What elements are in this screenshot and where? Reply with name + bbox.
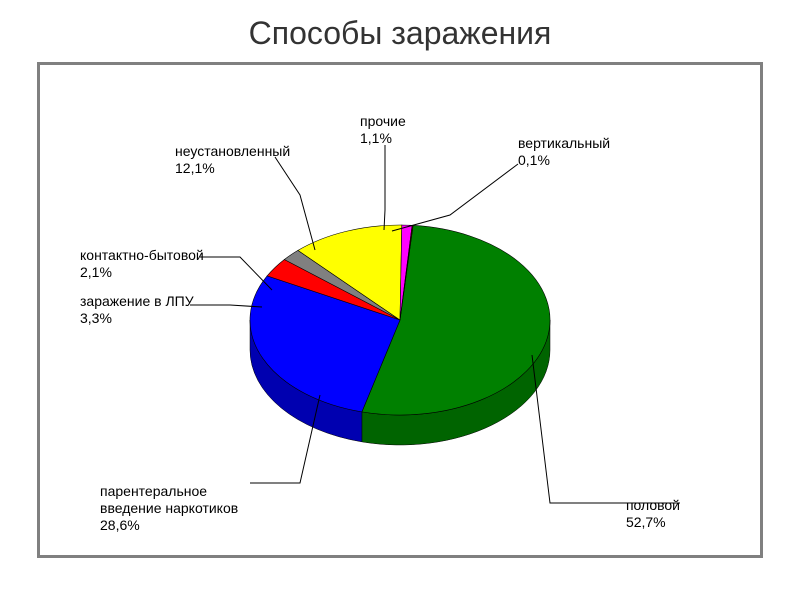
- slice-label: прочие1,1%: [360, 113, 406, 147]
- page-title: Способы заражения: [0, 0, 800, 52]
- slice-label: парентеральноевведение наркотиков28,6%: [100, 483, 238, 533]
- slice-label: заражение в ЛПУ3,3%: [80, 293, 194, 327]
- slice-label: неустановленный12,1%: [175, 143, 290, 177]
- pie-chart: [190, 160, 610, 480]
- slice-label: контактно-бытовой2,1%: [80, 247, 204, 281]
- slice-label: половой52,7%: [626, 497, 680, 531]
- slice-label: вертикальный0,1%: [518, 135, 610, 169]
- pie-chart-container: половой52,7% парентеральноевведение нарко…: [37, 62, 763, 558]
